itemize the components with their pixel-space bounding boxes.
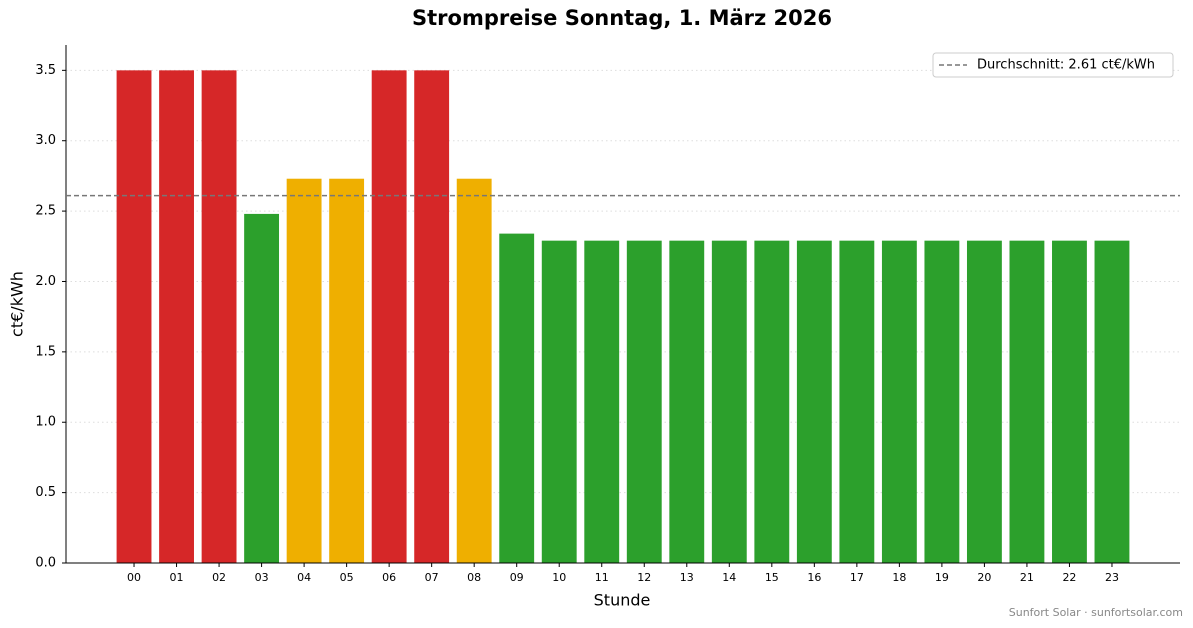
bar (541, 240, 577, 564)
bar (881, 240, 917, 564)
bar (414, 70, 450, 563)
bar (244, 213, 280, 564)
y-tick-label: 2.5 (35, 204, 56, 219)
bar (371, 70, 407, 563)
bar (584, 240, 620, 564)
legend (932, 52, 1174, 78)
x-tick-label: 19 (935, 571, 949, 584)
x-tick-label: 04 (297, 571, 311, 584)
legend-label: Durchschnitt: 2.61 ct€/kWh (977, 58, 1155, 73)
x-tick-label: 06 (382, 571, 396, 584)
y-tick-label: 3.5 (35, 63, 56, 78)
x-tick-label: 22 (1062, 571, 1076, 584)
footer: Sunfort Solar · sunfortsolar.com (1009, 606, 1183, 619)
x-tick-label: 12 (637, 571, 651, 584)
x-tick-label: 18 (892, 571, 906, 584)
chart-title: Strompreise Sonntag, 1. März 2026 (412, 6, 832, 30)
bar (966, 240, 1002, 564)
x-tick-label: 16 (807, 571, 821, 584)
x-tick-label: 11 (595, 571, 609, 584)
y-axis-label: ct€/kWh (8, 271, 27, 337)
bar (286, 178, 322, 563)
bar (839, 240, 875, 564)
bar (1094, 240, 1130, 564)
x-tick-label: 05 (340, 571, 354, 584)
y-tick-label: 3.0 (35, 133, 56, 148)
bar (669, 240, 705, 564)
y-tick-label: 0.0 (35, 556, 56, 571)
x-tick-label: 21 (1020, 571, 1034, 584)
x-tick-label: 23 (1105, 571, 1119, 584)
bar (159, 70, 194, 563)
x-tick-label: 08 (467, 571, 481, 584)
y-tick-label: 2.0 (35, 274, 56, 289)
bar (456, 178, 492, 563)
y-tick-label: 1.5 (35, 344, 56, 359)
bar (796, 240, 832, 564)
bar (924, 240, 960, 564)
x-tick-label: 13 (680, 571, 694, 584)
bar (499, 233, 535, 563)
x-tick-label: 09 (510, 571, 524, 584)
x-axis-label: Stunde (594, 591, 651, 610)
y-tick-label: 1.0 (35, 415, 56, 430)
x-tick-label: 02 (212, 571, 226, 584)
x-tick-label: 10 (552, 571, 566, 584)
bar (1052, 240, 1087, 564)
bar (1009, 240, 1045, 564)
bar (201, 70, 237, 563)
x-tick-label: 20 (977, 571, 991, 584)
bar (711, 240, 747, 564)
x-tick-label: 03 (255, 571, 269, 584)
bar (329, 178, 365, 563)
x-tick-label: 15 (765, 571, 779, 584)
x-tick-label: 14 (722, 571, 736, 584)
x-tick-label: 07 (425, 571, 439, 584)
x-tick-label: 00 (127, 571, 141, 584)
x-tick-label: 01 (170, 571, 184, 584)
y-tick-label: 0.5 (35, 485, 56, 500)
bar (754, 240, 790, 564)
x-tick-label: 17 (850, 571, 864, 584)
bar (116, 70, 152, 563)
bar (626, 240, 662, 564)
